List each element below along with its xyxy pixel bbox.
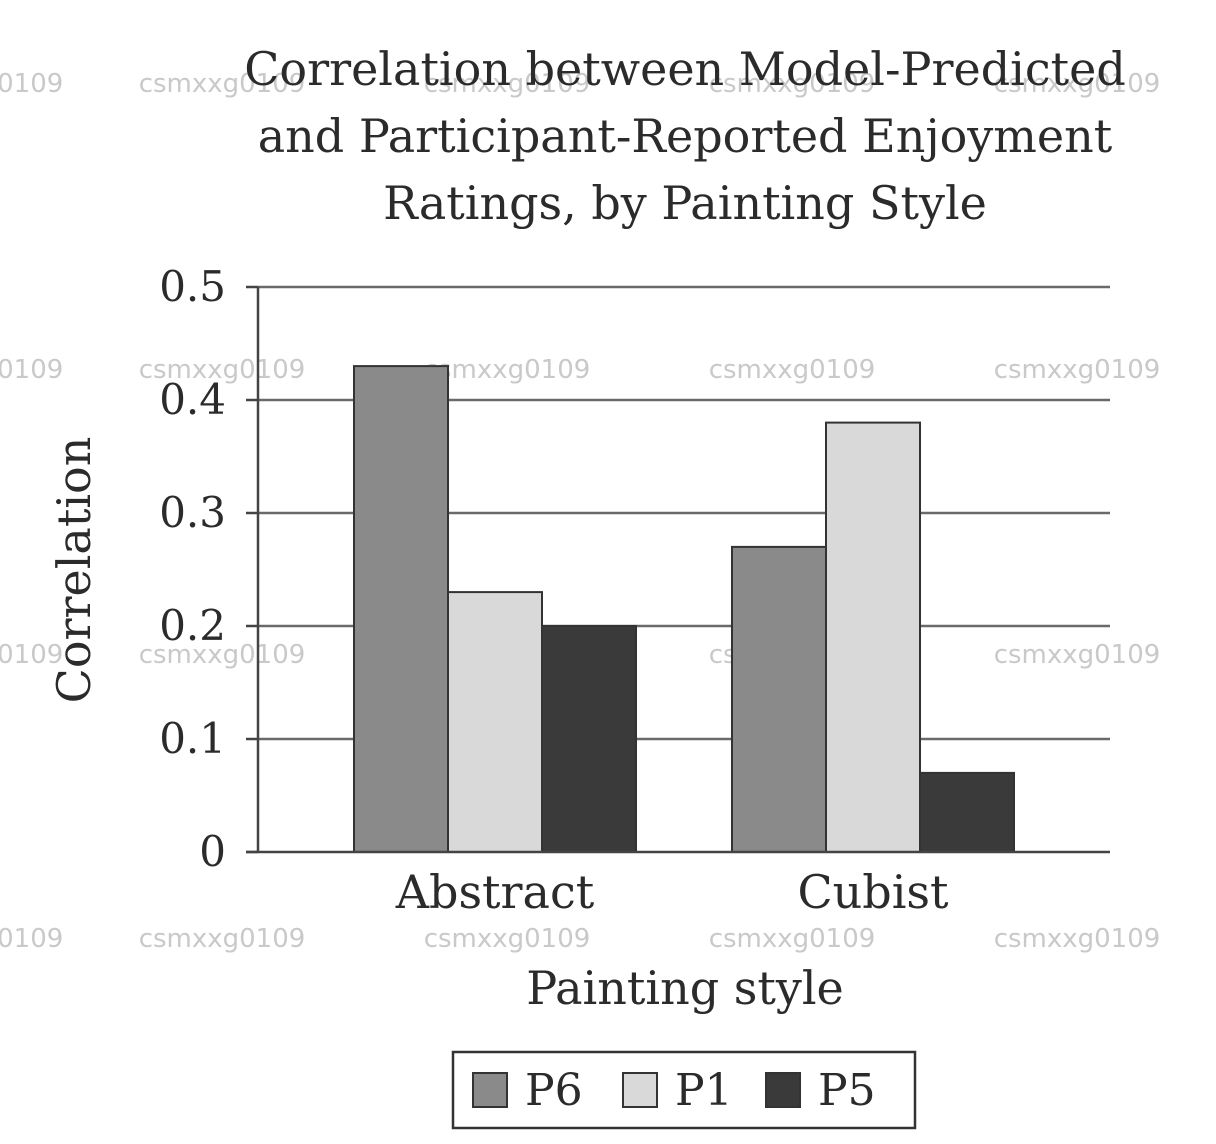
legend-label: P6 (525, 1065, 583, 1116)
y-tick-label: 0.1 (159, 714, 226, 763)
watermark-text: csmxxg0109 (139, 69, 306, 99)
x-category-label: Cubist (797, 865, 949, 919)
bar-abstract-p6 (353, 365, 449, 853)
watermark-text: csmxxg0109 (424, 69, 591, 99)
watermark-text: csmxxg0109 (0, 924, 63, 954)
watermark-text: csmxxg0109 (424, 355, 591, 385)
watermark-text: csmxxg0109 (994, 924, 1161, 954)
category-labels: Abstract Cubist (395, 865, 949, 919)
legend-label: P5 (818, 1065, 876, 1116)
bar-cubist-p6 (731, 545, 827, 854)
watermark-text: csmxxg0109 (0, 355, 63, 385)
watermark-text: csmxxg0109 (139, 924, 306, 954)
x-category-label: Abstract (395, 865, 595, 919)
watermark-text: csmxxg0109 (139, 355, 306, 385)
y-axis-ticks: 0 0.1 0.2 0.3 0.4 0.5 (159, 262, 258, 876)
watermark-text: csmxxg0109 (994, 640, 1161, 670)
watermark-text: csmxxg0109 (709, 69, 876, 99)
y-tick-label: 0 (199, 827, 226, 876)
watermark-text: csmxxg0109 (709, 924, 876, 954)
chart-title-line-3: Ratings, by Painting Style (383, 176, 987, 230)
watermark-text: csmxxg0109 (709, 355, 876, 385)
watermark-text: csmxxg0109 (994, 355, 1161, 385)
legend-swatch-p1 (622, 1072, 658, 1108)
watermark-text: csmxxg0109 (139, 640, 306, 670)
watermark-text: csmxxg0109 (424, 924, 591, 954)
bar-cubist-p5 (919, 771, 1015, 854)
chart-title-line-2: and Participant-Reported Enjoyment (258, 109, 1113, 163)
legend: P6 P1 P5 (451, 1050, 917, 1130)
axes (246, 287, 1110, 854)
legend-box (451, 1050, 917, 1130)
watermark-text: csmxxg0109 (0, 640, 63, 670)
chart-title: Correlation between Model-Predicted and … (244, 42, 1126, 230)
x-axis-title: Painting style (526, 961, 844, 1015)
watermark-text: csmxxg0109 (0, 69, 63, 99)
y-tick-label: 0.5 (159, 262, 226, 311)
bar-cubist-p1 (825, 421, 921, 853)
y-tick-label: 0.4 (159, 375, 226, 424)
legend-label: P1 (675, 1065, 733, 1116)
y-axis-title: Correlation (47, 437, 101, 704)
legend-swatch-p5 (765, 1072, 801, 1108)
bar-abstract-p1 (447, 591, 543, 853)
bars (353, 365, 1015, 854)
y-tick-label: 0.3 (159, 488, 226, 537)
watermark-text: csmxxg0109 (994, 69, 1161, 99)
chart-title-line-1: Correlation between Model-Predicted (244, 42, 1126, 96)
legend-swatch-p6 (472, 1072, 508, 1108)
y-tick-label: 0.2 (159, 601, 226, 650)
bar-abstract-p5 (541, 625, 637, 853)
